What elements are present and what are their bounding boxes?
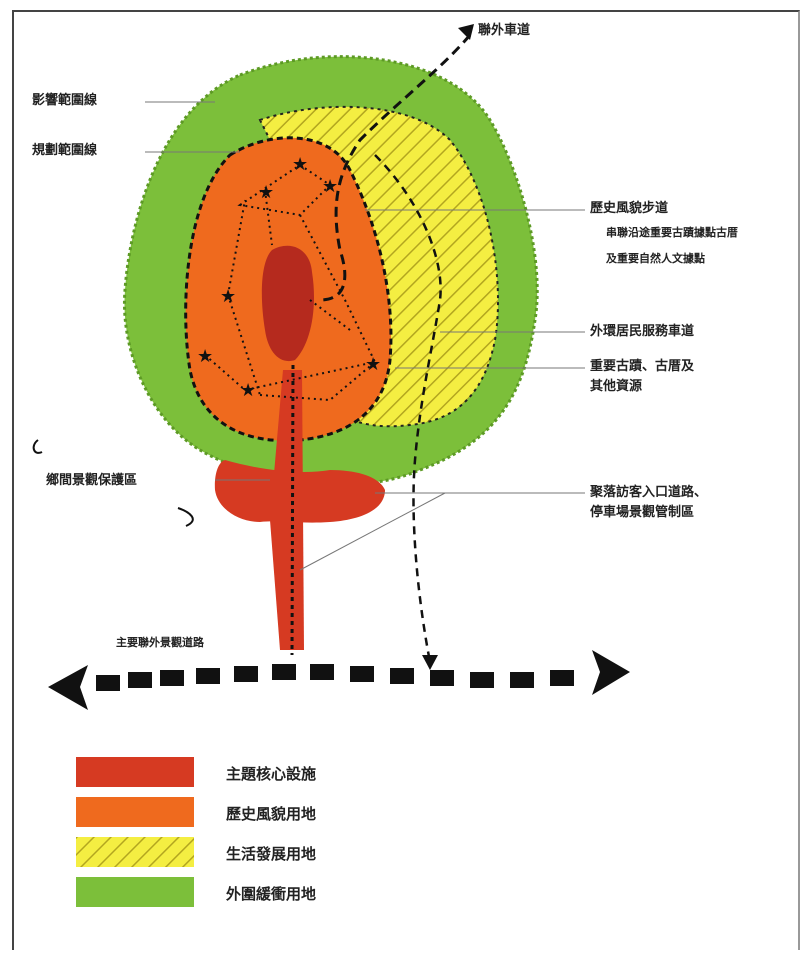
label-main-road: 主要聯外景觀道路	[116, 636, 204, 649]
label-rural-landscape: 鄉間景觀保護區	[46, 473, 138, 488]
legend-swatch-historic	[76, 797, 194, 827]
svg-text:★: ★	[240, 380, 256, 401]
legend-swatch-buffer	[76, 877, 194, 907]
main-scenic-road	[48, 650, 630, 710]
svg-text:★: ★	[292, 154, 308, 175]
external-road-line	[319, 34, 472, 302]
label-resident-road: 外環居民服務車道	[590, 324, 695, 339]
legend-label-living: 生活發展用地	[226, 845, 317, 863]
label-historic-trail-desc-1: 串聯沿途重要古蹟據點古厝	[606, 226, 738, 239]
label-visitor-entry-1: 聚落訪客入口道路、	[590, 485, 708, 500]
historic-trail-lines	[204, 163, 376, 402]
legend-label-buffer: 外圍緩衝用地	[226, 885, 317, 903]
leader-lines	[145, 101, 585, 571]
legend-item-historic: 歷史風貌用地	[76, 797, 376, 829]
svg-text:★: ★	[322, 176, 338, 197]
svg-text:★: ★	[197, 346, 213, 367]
entry-road-line	[290, 364, 295, 656]
svg-text:★: ★	[258, 182, 274, 203]
legend-label-core: 主題核心設施	[226, 765, 317, 783]
heritage-stars: ★ ★ ★ ★ ★ ★ ★	[197, 154, 381, 401]
curl-arrow-top-icon	[32, 439, 43, 454]
svg-text:★: ★	[220, 286, 236, 307]
legend-item-core: 主題核心設施	[76, 757, 376, 789]
label-planning-boundary: 規劃範圍線	[32, 143, 98, 158]
svg-text:★: ★	[365, 354, 381, 375]
resident-road-arrow	[422, 655, 438, 670]
label-visitor-entry-2: 停車場景觀管制區	[590, 505, 695, 520]
legend-swatch-living	[76, 837, 194, 867]
core-facility	[261, 245, 315, 362]
diagram-frame	[12, 10, 800, 950]
label-heritage-1: 重要古蹟、古厝及	[590, 359, 695, 374]
curl-arrow-bottom-icon	[177, 507, 194, 527]
label-heritage-2: 其他資源	[590, 379, 643, 394]
external-road-arrow	[458, 24, 474, 40]
legend-label-historic: 歷史風貌用地	[226, 805, 317, 823]
legend-item-buffer: 外圍緩衝用地	[76, 877, 376, 909]
legend-swatch-core	[76, 757, 194, 787]
label-historic-trail: 歷史風貌步道	[590, 201, 669, 216]
resident-road-line	[374, 154, 442, 663]
label-external-road: 聯外車道	[478, 23, 531, 38]
entry-road	[270, 370, 304, 650]
label-historic-trail-desc-2: 及重要自然人文據點	[606, 252, 705, 265]
label-influence-boundary: 影響範圍線	[32, 93, 98, 108]
legend-item-living: 生活發展用地	[76, 837, 376, 869]
